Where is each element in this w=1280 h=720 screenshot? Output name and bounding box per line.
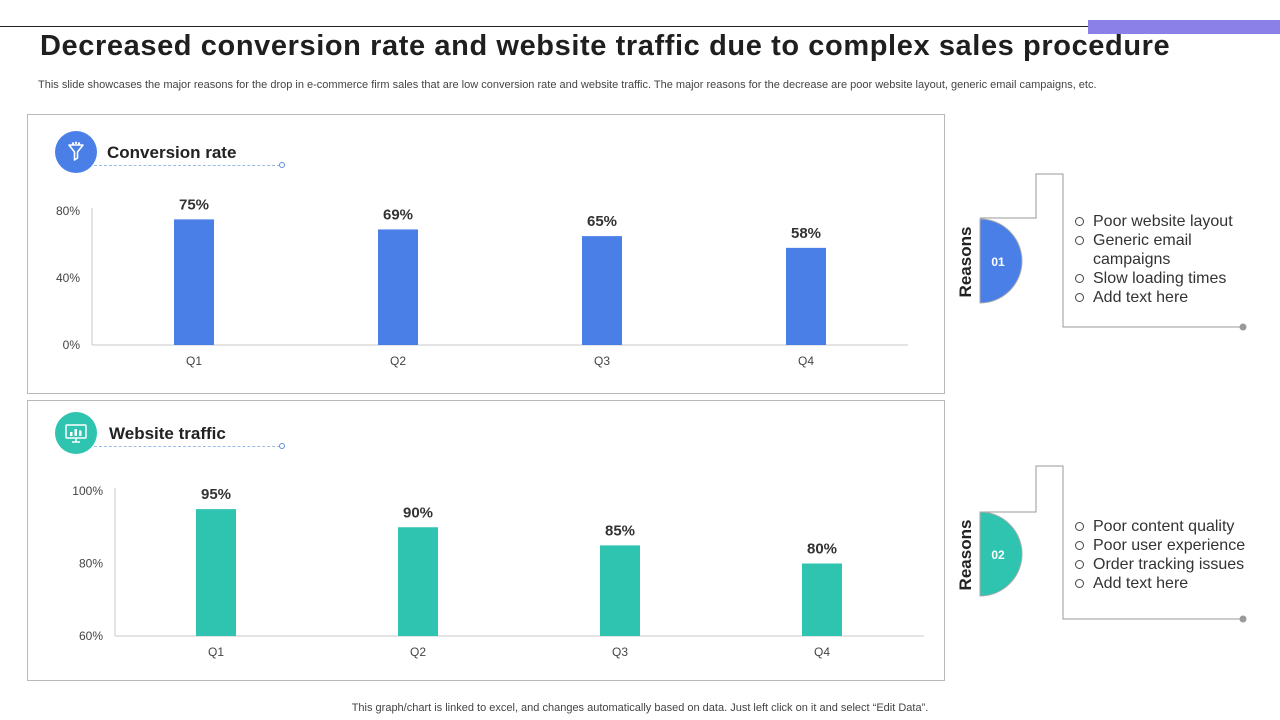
page-subtitle: This slide showcases the major reasons f… <box>38 79 1097 91</box>
reasons-01-halfcircle <box>979 218 1023 304</box>
title-underline <box>94 446 280 447</box>
website-traffic-chart: 60% 80% 100% 95% Q1 90% Q2 85% Q3 80% Q4 <box>72 484 924 659</box>
y-tick-label: 40% <box>56 271 80 285</box>
bar <box>582 236 622 345</box>
reasons-01-list: Poor website layout Generic email campai… <box>1073 212 1268 307</box>
list-item: Add text here <box>1073 288 1268 307</box>
title-underline-dot <box>279 162 285 168</box>
y-tick-label: 80% <box>79 557 103 571</box>
list-item: Slow loading times <box>1073 269 1268 288</box>
title-underline <box>94 165 280 166</box>
bar <box>802 563 842 636</box>
bar <box>398 527 438 636</box>
list-item: Order tracking issues <box>1073 555 1268 574</box>
data-label: 90% <box>403 504 433 521</box>
reasons-02-list: Poor content quality Poor user experienc… <box>1073 517 1268 593</box>
reasons-02-halfcircle <box>979 511 1023 597</box>
bar <box>786 247 826 345</box>
x-tick-label: Q1 <box>186 354 202 368</box>
list-item: Add text here <box>1073 574 1268 593</box>
x-tick-label: Q4 <box>798 354 814 368</box>
reasons-02-number: 02 <box>991 548 1005 562</box>
data-label: 58% <box>791 225 821 242</box>
y-tick-label: 0% <box>63 338 81 352</box>
x-tick-label: Q4 <box>814 645 830 659</box>
data-label: 80% <box>807 541 837 558</box>
data-label: 85% <box>605 522 635 539</box>
reasons-01-number: 01 <box>991 255 1005 269</box>
footer-note: This graph/chart is linked to excel, and… <box>351 702 929 714</box>
list-item: Poor user experience <box>1073 536 1268 555</box>
reasons-01-label: Reasons <box>956 226 975 298</box>
header-divider-line <box>0 26 1088 27</box>
y-tick-label: 100% <box>72 484 103 498</box>
x-tick-label: Q3 <box>594 354 610 368</box>
accent-bar <box>1088 20 1280 34</box>
page-title: Decreased conversion rate and website tr… <box>40 30 1171 62</box>
data-label: 65% <box>587 213 617 230</box>
y-tick-label: 80% <box>56 204 80 218</box>
list-item: Poor website layout <box>1073 212 1268 231</box>
funnel-icon <box>55 131 97 173</box>
chart-title: Conversion rate <box>107 143 237 162</box>
analytics-icon <box>55 412 97 454</box>
x-tick-label: Q2 <box>410 645 426 659</box>
data-label: 69% <box>383 206 413 223</box>
conversion-rate-chart: 0% 40% 80% 75% Q1 69% Q2 65% Q3 58% Q4 <box>56 196 908 368</box>
list-item: Poor content quality <box>1073 517 1268 536</box>
title-underline-dot <box>279 443 285 449</box>
data-label: 95% <box>201 486 231 503</box>
connector-line <box>980 173 1243 328</box>
bar <box>600 545 640 636</box>
conversion-rate-panel: Conversion rate 0% 40% 80% 75% Q1 69% Q2 65% Q3 5… <box>27 114 945 394</box>
reasons-02-label: Reasons <box>956 519 975 591</box>
connector-end-dot <box>1239 323 1247 331</box>
chart-title: Website traffic <box>109 424 226 443</box>
data-label: 75% <box>179 196 209 213</box>
bar <box>378 229 418 345</box>
x-tick-label: Q1 <box>208 645 224 659</box>
bar <box>196 509 236 636</box>
x-tick-label: Q3 <box>612 645 628 659</box>
connector-end-dot <box>1239 615 1247 623</box>
bar <box>174 219 214 345</box>
x-tick-label: Q2 <box>390 354 406 368</box>
list-item: Generic email campaigns <box>1073 231 1268 269</box>
connector-line <box>980 465 1243 620</box>
website-traffic-panel: Website traffic 60% 80% 100% 95% Q1 90% Q2 85% Q… <box>27 400 945 681</box>
y-tick-label: 60% <box>79 629 103 643</box>
